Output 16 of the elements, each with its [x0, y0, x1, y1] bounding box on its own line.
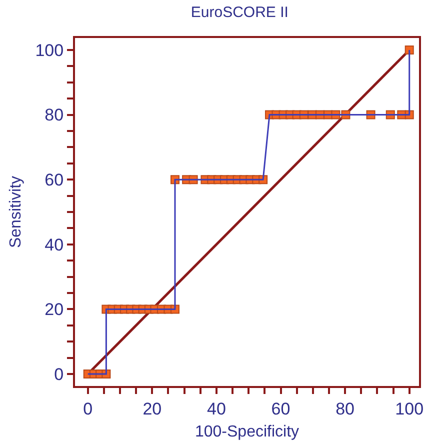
x-tick-label: 20: [142, 399, 162, 418]
x-tick-label: 80: [336, 399, 355, 418]
x-tick-label: 40: [207, 399, 226, 418]
y-tick-label: 0: [54, 364, 64, 384]
x-tick-label: 0: [83, 399, 93, 418]
y-tick-label: 100: [35, 40, 64, 60]
y-tick-label: 20: [44, 300, 64, 320]
x-tick-label: 100: [395, 399, 424, 418]
y-tick-label: 60: [44, 170, 64, 190]
y-tick-label: 40: [44, 235, 64, 254]
y-axis-title: Sensitivity: [8, 176, 25, 248]
chart-title: EuroSCORE II: [190, 4, 288, 22]
x-axis-title: 100-Specificity: [194, 424, 300, 441]
y-tick-label: 80: [44, 106, 64, 125]
point: [404, 45, 414, 54]
x-tick-label: 60: [271, 399, 290, 418]
